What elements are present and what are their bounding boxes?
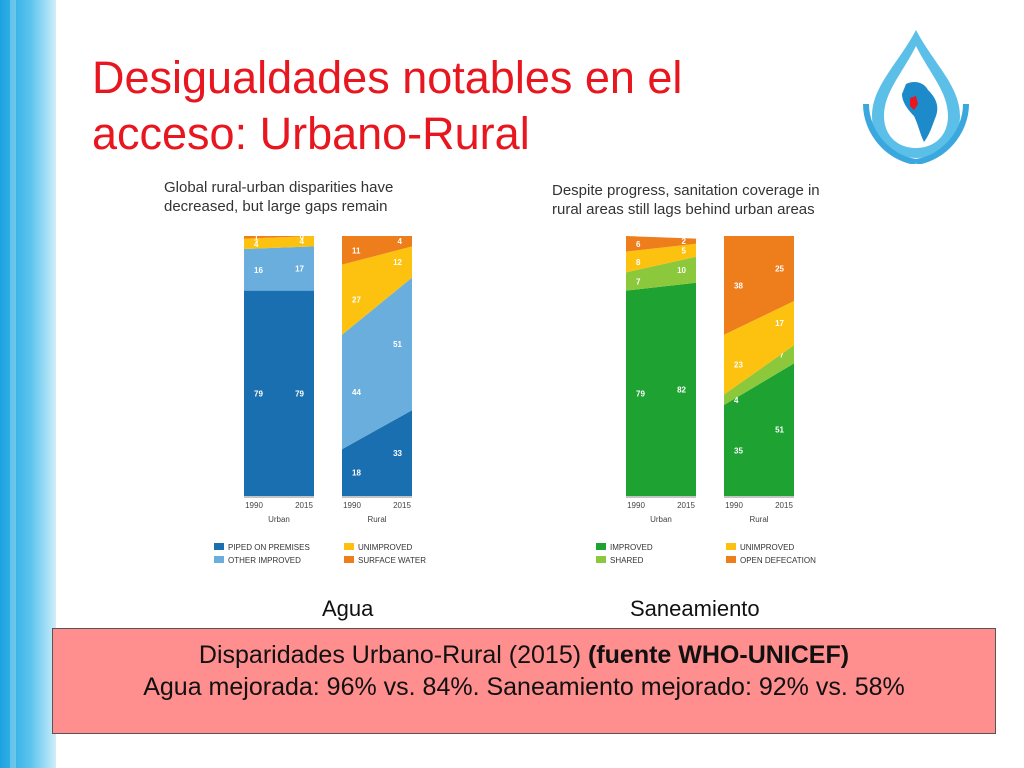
sanitation-urban-unimproved-1990-label: 8: [636, 258, 641, 267]
water-legend-other_improved-label: OTHER IMPROVED: [228, 556, 301, 565]
sanitation-urban-group-label: Urban: [650, 515, 672, 524]
water-urban-group-label: Urban: [268, 515, 290, 524]
water-rural-surface_water-2015-label: 4: [398, 237, 403, 246]
sanitation-rural-shared-1990-label: 4: [734, 396, 739, 405]
sanitation-urban-open_defecation-area: [626, 236, 696, 252]
water-drop-logo-icon: [863, 30, 969, 164]
water-urban-x-tick-2015: 2015: [295, 501, 313, 510]
summary-box: Disparidades Urbano-Rural (2015) (fuente…: [52, 628, 996, 734]
left-band-highlight: [10, 0, 16, 768]
water-rural-surface_water-1990-label: 11: [352, 246, 361, 255]
sanitation-rural-improved-area: [724, 363, 794, 496]
sanitation-rural-shared-2015-label: 7: [780, 350, 785, 359]
sanitation-rural-improved-2015-label: 51: [775, 426, 784, 435]
water-urban-piped-1990-label: 79: [254, 389, 263, 398]
sanitation-urban-open_defecation-2015-label: 2: [682, 237, 687, 246]
sanitation-rural-x-tick-2015: 2015: [775, 501, 793, 510]
water-rural-unimproved-area: [342, 246, 412, 335]
water-urban-x-tick-1990: 1990: [245, 501, 263, 510]
water-rural-piped-1990-label: 18: [352, 469, 361, 478]
water-rural-unimproved-1990-label: 27: [352, 296, 361, 305]
sanitation-urban-shared-2015-label: 10: [677, 266, 686, 275]
sanitation-rural-unimproved-1990-label: 23: [734, 361, 743, 370]
sanitation-urban-unimproved-area: [626, 243, 696, 273]
sanitation-legend-unimproved-swatch: [726, 543, 736, 550]
water-rural-unimproved-2015-label: 12: [393, 258, 402, 267]
sanitation-urban-unimproved-2015-label: 5: [682, 246, 687, 255]
sanitation-rural-unimproved-2015-label: 17: [775, 319, 784, 328]
water-urban-unimproved-2015-label: 4: [300, 237, 305, 246]
slide-title-line-1: Desigualdades notables en el: [92, 52, 683, 103]
water-legend-piped-label: PIPED ON PREMISES: [228, 543, 310, 552]
sanitation-rural-open_defecation-area: [724, 236, 794, 335]
sanitation-legend-shared-swatch: [596, 556, 606, 563]
water-urban-piped-2015-label: 79: [295, 389, 304, 398]
summary-line-1-text: Disparidades Urbano-Rural (2015): [198, 641, 588, 669]
summary-line-2: Agua mejorada: 96% vs. 84%. Saneamiento …: [143, 673, 905, 701]
water-chart-heading-line-1: Global rural-urban disparities have: [164, 179, 394, 196]
water-legend-surface_water-label: SURFACE WATER: [358, 556, 426, 565]
water-rural-x-tick-2015: 2015: [393, 501, 411, 510]
sanitation-urban-shared-1990-label: 7: [636, 278, 641, 287]
summary-line-1: Disparidades Urbano-Rural (2015) (fuente…: [53, 639, 995, 671]
sanitation-rural-improved-1990-label: 35: [734, 447, 743, 456]
water-urban-unimproved-1990-label: 4: [254, 240, 259, 249]
water-rural-x-tick-1990: 1990: [343, 501, 361, 510]
sanitation-rural-x-tick-1990: 1990: [725, 501, 743, 510]
sanitation-legend-improved-label: IMPROVED: [610, 543, 653, 552]
sanitation-urban-x-tick-2015: 2015: [677, 501, 695, 510]
sanitation-caption: Saneamiento: [630, 596, 760, 621]
water-rural-piped-2015-label: 33: [393, 449, 402, 458]
summary-source: (fuente WHO-UNICEF): [588, 641, 850, 669]
water-urban-other_improved-2015-label: 17: [295, 265, 304, 274]
sanitation-legend-open_defecation-swatch: [726, 556, 736, 563]
water-legend-other_improved-swatch: [214, 556, 224, 563]
water-urban-piped-area: [244, 290, 314, 496]
slide-title-line-2: acceso: Urbano-Rural: [92, 108, 530, 159]
sanitation-urban-x-tick-1990: 1990: [627, 501, 645, 510]
water-rural-group-label: Rural: [367, 515, 386, 524]
left-decorative-band: [0, 0, 56, 768]
sanitation-rural-open_defecation-2015-label: 25: [775, 265, 784, 274]
water-rural-other_improved-1990-label: 44: [352, 388, 361, 397]
sanitation-chart-heading: Despite progress, sanitation coverage in…: [552, 181, 820, 219]
sanitation-rural-unimproved-area: [724, 301, 794, 395]
sanitation-urban-shared-area: [626, 256, 696, 291]
sanitation-access-chart: 79 82 7 10 8 5 6 2 1990 2015 Urban 35 51 4 7 23 17 38 25 19…: [596, 236, 816, 565]
sanitation-legend-open_defecation-label: OPEN DEFECATION: [740, 556, 816, 565]
sanitation-chart-heading-line-1: Despite progress, sanitation coverage in: [552, 182, 820, 199]
water-urban-other_improved-area: [244, 246, 314, 291]
water-urban-surface_water-2015-label: 0: [300, 232, 305, 241]
sanitation-urban-improved-area: [626, 282, 696, 496]
sanitation-rural-group-label: Rural: [749, 515, 768, 524]
sanitation-legend-unimproved-label: UNIMPROVED: [740, 543, 794, 552]
water-chart-heading: Global rural-urban disparities have decr…: [164, 178, 393, 216]
water-caption: Agua: [322, 596, 374, 621]
slide-title: Desigualdades notables en el acceso: Urb…: [92, 50, 832, 162]
sanitation-urban-improved-1990-label: 79: [636, 389, 645, 398]
sanitation-urban-improved-2015-label: 82: [677, 385, 686, 394]
water-urban-other_improved-1990-label: 16: [254, 266, 263, 275]
sanitation-legend-improved-swatch: [596, 543, 606, 550]
water-legend-surface_water-swatch: [344, 556, 354, 563]
sanitation-rural-shared-area: [724, 345, 794, 405]
water-chart-heading-line-2: decreased, but large gaps remain: [164, 198, 388, 215]
sanitation-urban-open_defecation-1990-label: 6: [636, 240, 641, 249]
water-legend-piped-swatch: [214, 543, 224, 550]
water-rural-other_improved-2015-label: 51: [393, 340, 402, 349]
water-legend-unimproved-label: UNIMPROVED: [358, 543, 412, 552]
sanitation-chart-heading-line-2: rural areas still lags behind urban area…: [552, 201, 815, 218]
water-legend-unimproved-swatch: [344, 543, 354, 550]
sanitation-rural-open_defecation-1990-label: 38: [734, 281, 743, 290]
water-urban-unimproved-area: [244, 236, 314, 249]
water-urban-surface_water-area: [244, 236, 314, 239]
water-rural-surface_water-area: [342, 236, 412, 265]
water-urban-surface_water-1990-label: 1: [254, 233, 259, 242]
sanitation-legend-shared-label: SHARED: [610, 556, 644, 565]
water-rural-piped-area: [342, 410, 412, 496]
